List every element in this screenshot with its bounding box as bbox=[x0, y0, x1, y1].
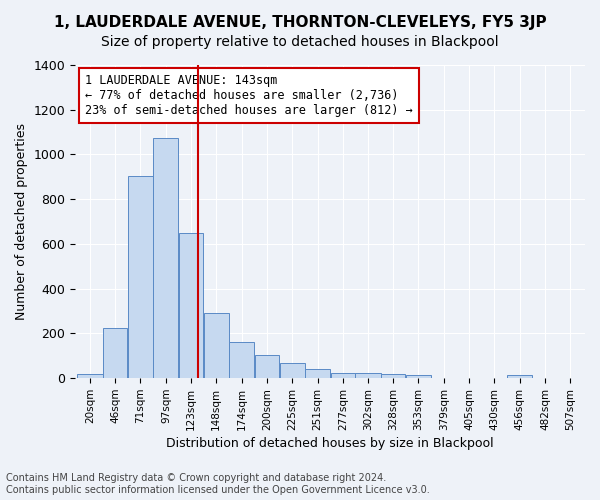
Bar bbox=[381, 374, 405, 378]
Bar bbox=[331, 372, 355, 378]
Bar bbox=[103, 328, 127, 378]
Bar bbox=[154, 138, 178, 378]
Text: 1, LAUDERDALE AVENUE, THORNTON-CLEVELEYS, FY5 3JP: 1, LAUDERDALE AVENUE, THORNTON-CLEVELEYS… bbox=[53, 15, 547, 30]
Bar bbox=[77, 374, 103, 378]
Text: Contains HM Land Registry data © Crown copyright and database right 2024.
Contai: Contains HM Land Registry data © Crown c… bbox=[6, 474, 430, 495]
Text: Size of property relative to detached houses in Blackpool: Size of property relative to detached ho… bbox=[101, 35, 499, 49]
Bar bbox=[406, 375, 431, 378]
Bar bbox=[280, 362, 305, 378]
Bar bbox=[255, 354, 279, 378]
Bar bbox=[179, 233, 203, 378]
X-axis label: Distribution of detached houses by size in Blackpool: Distribution of detached houses by size … bbox=[166, 437, 494, 450]
Bar bbox=[128, 176, 153, 378]
Bar bbox=[203, 314, 229, 378]
Text: 1 LAUDERDALE AVENUE: 143sqm
← 77% of detached houses are smaller (2,736)
23% of : 1 LAUDERDALE AVENUE: 143sqm ← 77% of det… bbox=[85, 74, 413, 118]
Bar bbox=[229, 342, 254, 378]
Bar bbox=[508, 375, 532, 378]
Bar bbox=[355, 372, 380, 378]
Bar bbox=[305, 370, 331, 378]
Y-axis label: Number of detached properties: Number of detached properties bbox=[15, 123, 28, 320]
